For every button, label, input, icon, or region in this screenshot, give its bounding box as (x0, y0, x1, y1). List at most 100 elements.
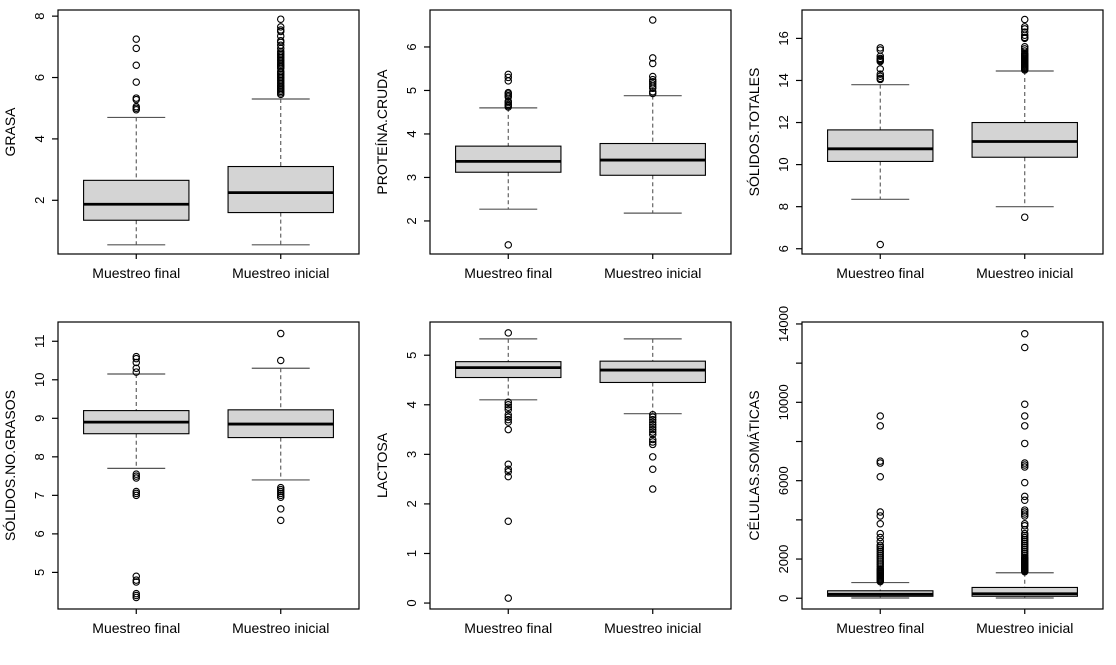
outlier-point (648, 485, 657, 493)
y-tick-label: 2 (32, 197, 47, 204)
box-muestreo-final (827, 412, 934, 599)
outlier-point (276, 505, 285, 513)
box-muestreo-inicial (227, 15, 334, 246)
outlier-point (876, 520, 885, 528)
outlier-point (876, 533, 885, 542)
outlier-point (876, 54, 885, 63)
iqr-box (971, 121, 1078, 158)
outlier-point (132, 368, 141, 376)
outliers-muestreo-inicial (648, 410, 657, 493)
outlier-point (132, 576, 141, 584)
outlier-point (1020, 47, 1029, 55)
outlier-point (876, 537, 885, 546)
outlier-point (132, 35, 141, 43)
outlier-point (1020, 510, 1029, 518)
outlier-point (504, 241, 513, 249)
outlier-point (648, 435, 657, 444)
y-tick-label: 10000 (776, 384, 791, 420)
outliers-muestreo-final (132, 352, 141, 602)
y-tick-label: 3 (404, 174, 419, 181)
y-tick-label: 0 (776, 595, 791, 602)
outlier-point (1020, 508, 1029, 516)
outlier-point (1020, 529, 1029, 538)
y-tick-label: 14 (776, 73, 791, 87)
box-muestreo-inicial (971, 330, 1078, 599)
x-category-label: Muestreo inicial (232, 265, 329, 281)
y-tick-label: 7 (32, 492, 47, 499)
outlier-point (276, 356, 285, 365)
y-axis: 0 1 2 3 4 5 (404, 352, 430, 607)
y-tick-label: 8 (32, 13, 47, 20)
outlier-point (876, 46, 885, 54)
iqr-box (455, 145, 562, 173)
outlier-point (132, 94, 141, 102)
plot-border (57, 321, 360, 610)
outlier-point (1020, 213, 1029, 221)
y-tick-label: 4 (32, 135, 47, 142)
x-category-label: Muestreo inicial (604, 620, 701, 636)
outlier-point (504, 517, 513, 526)
box-muestreo-final (455, 70, 562, 249)
outlier-point (876, 457, 885, 465)
outliers-muestreo-final (504, 329, 513, 602)
outlier-point (132, 352, 141, 361)
outlier-point (876, 422, 885, 430)
outlier-point (276, 36, 285, 45)
outlier-point (648, 16, 657, 24)
y-axis-title: PROTEÍNA.CRUDA (374, 69, 390, 195)
outlier-point (1020, 45, 1029, 53)
y-tick-label: 6 (32, 530, 47, 537)
outlier-point (1020, 439, 1029, 448)
y-axis: 5 6 7 8 9 10 11 (32, 335, 58, 576)
outlier-point (876, 545, 885, 553)
outlier-point (132, 572, 141, 581)
outlier-point (504, 403, 513, 412)
y-tick-label: 8 (32, 453, 47, 460)
box-muestreo-inicial (599, 16, 706, 214)
y-tick-label: 11 (32, 335, 47, 349)
outlier-point (504, 401, 513, 409)
outlier-point (876, 65, 885, 73)
outlier-point (1020, 521, 1029, 530)
outlier-point (648, 453, 657, 461)
outlier-point (648, 415, 657, 424)
y-tick-label: 16 (776, 31, 791, 45)
y-axis-title: SÓLIDOS.NO.GRASOS (2, 390, 18, 541)
outlier-point (276, 516, 285, 525)
outlier-point (648, 78, 657, 86)
y-tick-label: 10 (32, 373, 47, 387)
panel-grasa: 2 4 6 8 GRASA Muestreo final Muestreo inicial (0, 0, 372, 300)
outlier-point (132, 102, 141, 111)
outlier-point (504, 467, 513, 476)
outlier-point (1020, 43, 1029, 51)
outlier-point (648, 430, 657, 439)
box-muestreo-final (83, 35, 190, 246)
boxplot-proteina-cruda: 2 3 4 5 6 PROTEÍNA.CRUDA Muestreo final Muestre… (374, 9, 732, 281)
outlier-point (876, 512, 885, 520)
outlier-point (504, 418, 513, 426)
y-tick-label: 2 (404, 500, 419, 507)
outlier-point (1020, 23, 1029, 31)
outliers-muestreo-final (876, 44, 885, 249)
y-tick-label: 10 (776, 157, 791, 171)
outlier-point (504, 472, 513, 481)
outlier-point (276, 483, 285, 492)
outlier-point (1020, 15, 1029, 24)
outlier-point (876, 412, 885, 420)
box-muestreo-final (83, 352, 190, 602)
outlier-point (1020, 478, 1029, 487)
outlier-point (1020, 496, 1029, 505)
iqr-box (455, 361, 562, 379)
y-axis: 2 3 4 5 6 (404, 43, 430, 225)
outlier-point (648, 465, 657, 473)
y-axis: 2 4 6 8 (32, 13, 58, 204)
y-tick-label: 14000 (776, 306, 791, 342)
outliers-muestreo-final (876, 412, 885, 586)
outlier-point (132, 78, 141, 86)
y-tick-label: 2 (404, 217, 419, 224)
outlier-point (1020, 533, 1029, 542)
outlier-point (648, 413, 657, 421)
x-category-label: Muestreo final (464, 265, 552, 281)
y-tick-label: 8 (776, 203, 791, 210)
outlier-point (648, 75, 657, 84)
